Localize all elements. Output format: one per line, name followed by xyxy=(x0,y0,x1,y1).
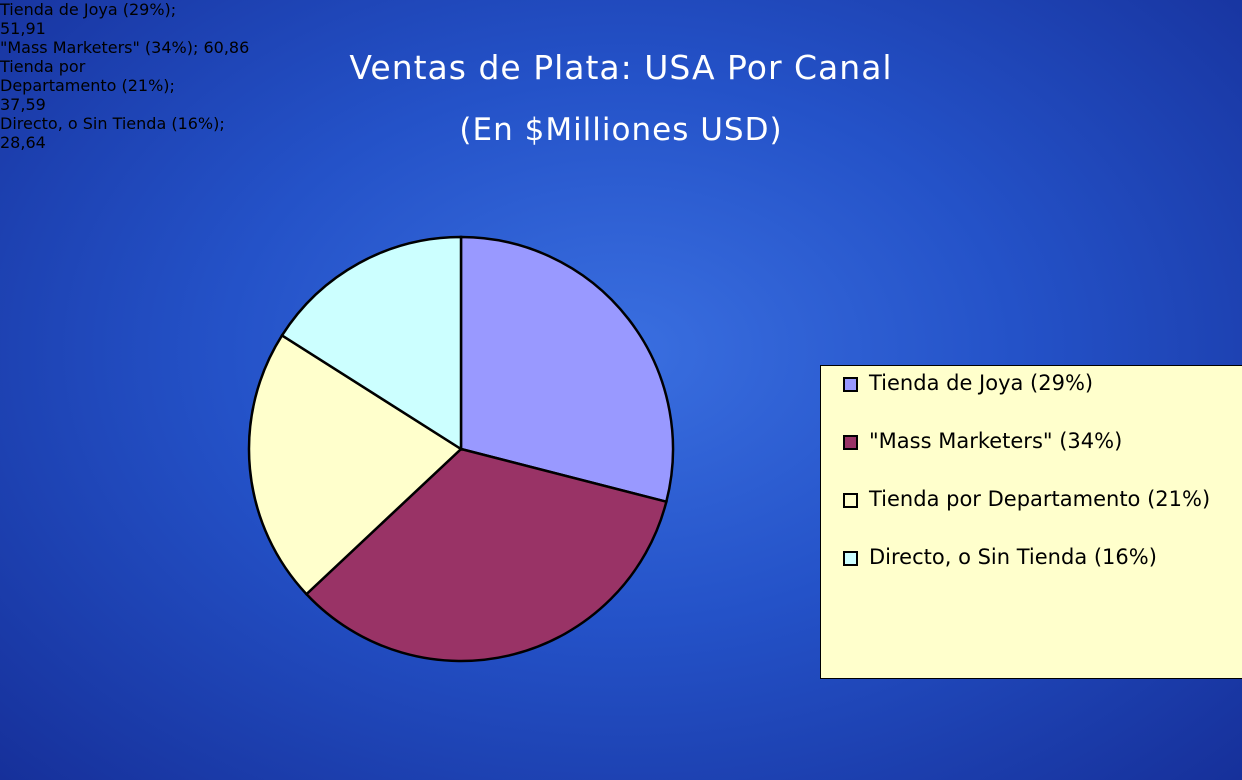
legend-item: "Mass Marketers" (34%) xyxy=(843,428,1242,486)
pie-slice xyxy=(459,235,675,504)
legend-item: Tienda de Joya (29%) xyxy=(843,370,1242,428)
data-label: Tienda por Departamento (21%); 37,59 xyxy=(0,57,175,114)
legend-swatch xyxy=(843,493,858,508)
chart-subtitle: (En $Milliones USD) xyxy=(459,112,783,148)
legend-swatch xyxy=(843,377,858,392)
data-label: Directo, o Sin Tienda (16%); 28,64 xyxy=(0,114,225,152)
legend-label: "Mass Marketers" (34%) xyxy=(869,429,1123,453)
pie-slice xyxy=(280,235,463,452)
pie-slice xyxy=(304,447,668,663)
data-label: Tienda de Joya (29%); 51,91 xyxy=(0,0,177,38)
legend-label: Tienda de Joya (29%) xyxy=(869,371,1094,395)
data-label: "Mass Marketers" (34%); 60,86 xyxy=(0,38,250,57)
legend-label: Tienda por Departamento (21%) xyxy=(869,487,1211,511)
legend-swatch xyxy=(843,435,858,450)
chart-title: Ventas de Plata: USA Por Canal xyxy=(349,48,893,87)
legend: Tienda de Joya (29%) "Mass Marketers" (34… xyxy=(820,365,1242,679)
legend-item: Tienda por Departamento (21%) xyxy=(843,486,1242,544)
legend-swatch xyxy=(843,551,858,566)
pie-slice xyxy=(247,333,464,596)
legend-label: Directo, o Sin Tienda (16%) xyxy=(869,545,1157,569)
legend-item: Directo, o Sin Tienda (16%) xyxy=(843,544,1242,602)
